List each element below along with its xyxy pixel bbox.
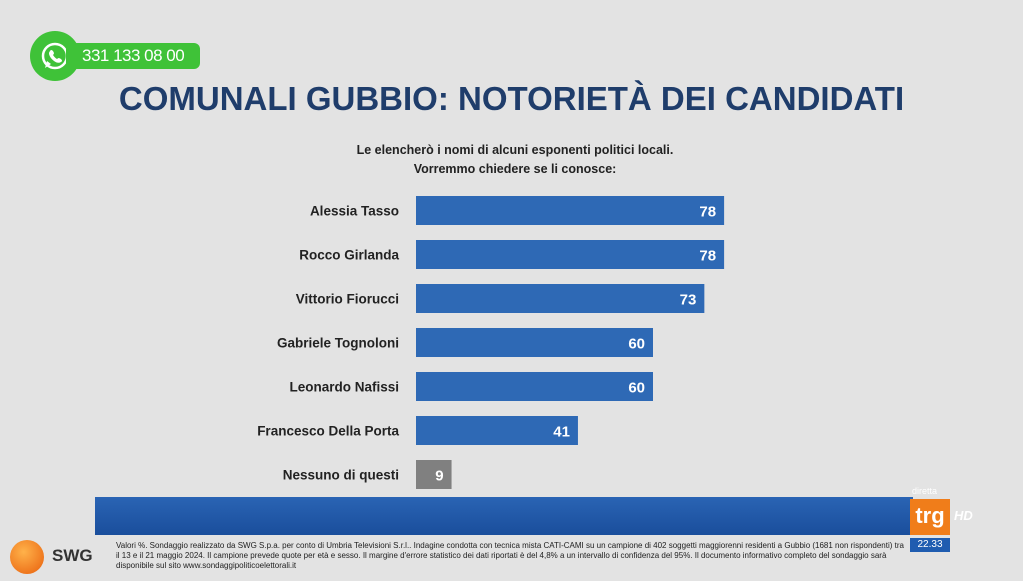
- category-label: Francesco Della Porta: [257, 424, 399, 439]
- bar: [416, 284, 704, 313]
- bar: [416, 328, 653, 357]
- hd-label: HD: [954, 508, 973, 523]
- data-label: 78: [699, 204, 716, 221]
- channel-logo: diretta trg HD 22.33: [908, 486, 988, 556]
- category-label: Leonardo Nafissi: [289, 380, 399, 395]
- swg-ball-icon: [10, 540, 44, 574]
- category-label: Gabriele Tognoloni: [277, 336, 399, 351]
- data-label: 60: [628, 380, 645, 397]
- bar: [416, 460, 452, 489]
- methodology-footnote: Valori %. Sondaggio realizzato da SWG S.…: [116, 541, 906, 571]
- bar: [416, 240, 724, 269]
- trg-logo: trg: [910, 499, 950, 535]
- data-label: 78: [699, 248, 716, 265]
- category-label: Vittorio Fiorucci: [296, 292, 399, 307]
- data-label: 60: [628, 336, 645, 353]
- category-label: Rocco Girlanda: [299, 248, 399, 263]
- live-label: diretta: [912, 486, 937, 496]
- footer-band: [95, 497, 913, 535]
- data-label: 73: [680, 292, 697, 309]
- data-label: 9: [435, 468, 443, 485]
- data-label: 41: [553, 424, 570, 441]
- category-label: Alessia Tasso: [310, 204, 399, 219]
- bar-chart: Alessia Tasso 78 Rocco Girlanda 78 Vittorio …: [0, 0, 1023, 500]
- bar: [416, 196, 724, 225]
- clock: 22.33: [910, 538, 950, 552]
- swg-logo: SWG: [10, 538, 105, 574]
- swg-logo-text: SWG: [52, 546, 93, 566]
- bar: [416, 372, 653, 401]
- category-label: Nessuno di questi: [283, 468, 399, 483]
